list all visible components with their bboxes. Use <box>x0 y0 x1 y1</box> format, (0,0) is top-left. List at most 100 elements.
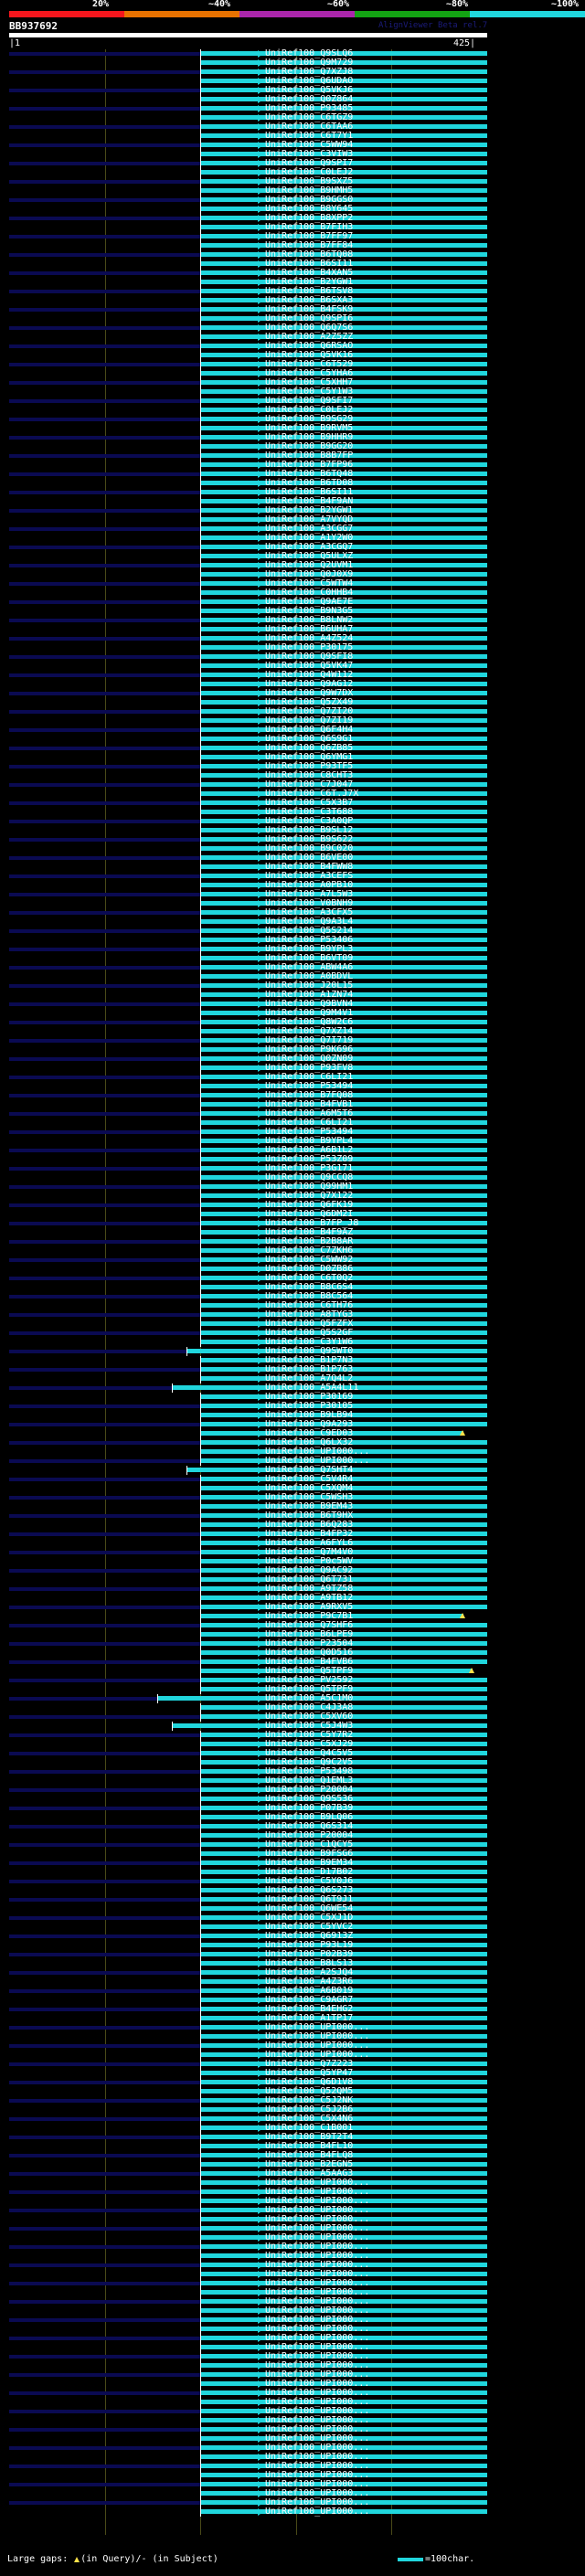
hsp-bar[interactable] <box>201 1248 487 1253</box>
hit-label[interactable]: UniRef100_UPI000... <box>265 2296 370 2306</box>
hit-label[interactable]: UniRef100_B6T9HX <box>265 1511 354 1521</box>
hsp-bar[interactable] <box>201 124 487 129</box>
hsp-bar[interactable] <box>201 1961 487 1966</box>
hit-row[interactable]: UniRef100_B6TD08 <box>0 478 585 488</box>
hit-row[interactable]: UniRef100_P93FV8 <box>0 1063 585 1073</box>
hsp-bar[interactable] <box>201 216 487 220</box>
hit-row[interactable]: UniRef100_Q9A293 <box>0 1419 585 1429</box>
hit-row[interactable]: UniRef100_P30169 <box>0 1392 585 1402</box>
hsp-bar[interactable] <box>201 2400 487 2404</box>
hit-label[interactable]: UniRef100_C5Y0J6 <box>265 1876 354 1886</box>
hit-label[interactable]: UniRef100_UPI000... <box>265 2388 370 2398</box>
hit-label[interactable]: UniRef100_UPI000... <box>265 2223 370 2233</box>
hit-row[interactable]: UniRef100_Q9SPI6 <box>0 313 585 323</box>
hit-label[interactable]: UniRef100_UPI000... <box>265 2369 370 2380</box>
hsp-bar[interactable] <box>201 874 487 878</box>
hit-row[interactable]: UniRef100_UPI000... <box>0 2251 585 2261</box>
hsp-bar[interactable] <box>201 864 487 869</box>
hit-row[interactable]: UniRef100_A2Z5ZZ <box>0 332 585 342</box>
hsp-bar[interactable] <box>201 1093 487 1097</box>
hit-row[interactable]: UniRef100_A3CGG7 <box>0 524 585 534</box>
hit-label[interactable]: UniRef100_B8XPP2 <box>265 213 354 223</box>
hit-label[interactable]: UniRef100_Q7XZJ8 <box>265 67 354 77</box>
hit-label[interactable]: UniRef100_Q6S314 <box>265 1821 354 1831</box>
hit-label[interactable]: UniRef100_B6TSV8 <box>265 286 354 296</box>
hsp-bar[interactable] <box>201 1687 487 1691</box>
hit-label[interactable]: UniRef100_UPI000... <box>265 2031 370 2041</box>
hit-label[interactable]: UniRef100_B6SI11 <box>265 487 354 497</box>
hit-row[interactable]: UniRef100_Q6DM2I <box>0 1209 585 1219</box>
hsp-bar[interactable] <box>201 1952 487 1956</box>
hit-row[interactable]: UniRef100_UPI000... <box>0 2232 585 2242</box>
hit-label[interactable]: UniRef100_A9TB12 <box>265 1593 354 1603</box>
hsp-bar[interactable] <box>201 2244 487 2249</box>
hsp-bar[interactable] <box>201 627 487 631</box>
hit-label[interactable]: UniRef100_C5Y1W3 <box>265 387 354 397</box>
hsp-bar[interactable] <box>158 1696 487 1701</box>
hit-row[interactable]: UniRef100_D0ZB86 <box>0 1264 585 1274</box>
hsp-bar[interactable] <box>201 69 487 74</box>
hit-label[interactable]: UniRef100_B4FLQ8 <box>265 2150 354 2160</box>
hit-label[interactable]: UniRef100_UPI000... <box>265 1456 370 1466</box>
hsp-bar[interactable] <box>201 2281 487 2285</box>
hit-label[interactable]: UniRef100_Q7ZI20 <box>265 706 354 716</box>
hit-label[interactable]: UniRef100_P93TF5 <box>265 761 354 771</box>
hsp-bar[interactable] <box>201 1669 473 1673</box>
hit-row[interactable]: UniRef100_B7FP96 <box>0 460 585 470</box>
hit-row[interactable]: UniRef100_P30105 <box>0 1401 585 1411</box>
hit-row[interactable]: UniRef100_B6Q283 <box>0 1520 585 1530</box>
hit-row[interactable]: UniRef100_Q6F4H4 <box>0 725 585 735</box>
hit-label[interactable]: UniRef100_UPI000... <box>265 2278 370 2288</box>
hit-row[interactable]: UniRef100_B9GG20 <box>0 441 585 451</box>
hit-label[interactable]: UniRef100_Q6F4H4 <box>265 725 354 735</box>
hit-label[interactable]: UniRef100_Q9S536 <box>265 1794 354 1804</box>
hit-row[interactable]: UniRef100_A1TP17 <box>0 2013 585 2023</box>
hit-label[interactable]: UniRef100_C9ED03 <box>265 1428 354 1438</box>
hsp-bar[interactable] <box>201 837 487 842</box>
hit-label[interactable]: UniRef100_A3CFX5 <box>265 907 354 917</box>
hit-row[interactable]: UniRef100_B2YGW1 <box>0 505 585 515</box>
hit-row[interactable]: UniRef100_UPI000... <box>0 2050 585 2060</box>
hit-row[interactable]: UniRef100_UPI000... <box>0 2369 585 2380</box>
hsp-bar[interactable] <box>201 1404 487 1408</box>
hit-row[interactable]: UniRef100_Q6S9G1 <box>0 734 585 744</box>
hsp-bar[interactable] <box>201 618 487 622</box>
hit-row[interactable]: UniRef100_Q9W7DX <box>0 688 585 698</box>
hsp-bar[interactable] <box>201 2162 487 2167</box>
hit-row[interactable]: UniRef100_D17B02 <box>0 1867 585 1877</box>
hsp-bar[interactable] <box>201 1842 487 1847</box>
hit-label[interactable]: UniRef100_Q8W2C6 <box>265 1017 354 1027</box>
hsp-bar[interactable] <box>173 1385 487 1390</box>
hsp-bar[interactable] <box>201 2052 487 2057</box>
hit-label[interactable]: UniRef100_Q9A3L4 <box>265 917 354 927</box>
hit-label[interactable]: UniRef100_Q6913Z <box>265 1931 354 1941</box>
hit-label[interactable]: UniRef100_C5X3B7 <box>265 798 354 808</box>
hit-label[interactable]: UniRef100_B9HHR9 <box>265 432 354 442</box>
hsp-bar[interactable] <box>201 2418 487 2422</box>
hit-label[interactable]: UniRef100_C6LI21 <box>265 1072 354 1082</box>
hsp-bar[interactable] <box>201 371 487 376</box>
hit-label[interactable]: UniRef100_P9C7B1 <box>265 1611 354 1621</box>
hit-row[interactable]: UniRef100_A3CGQ7 <box>0 542 585 552</box>
hsp-bar[interactable] <box>201 1577 487 1582</box>
hit-row[interactable]: UniRef100_Q6T731 <box>0 1574 585 1585</box>
hsp-bar[interactable] <box>201 1276 487 1280</box>
hit-row[interactable]: UniRef100_C5YHA6 <box>0 368 585 378</box>
hsp-bar[interactable] <box>201 2226 487 2231</box>
hsp-bar[interactable] <box>201 106 487 111</box>
hit-row[interactable]: UniRef100_P20004 <box>0 1785 585 1795</box>
hit-label[interactable]: UniRef100_Q7Z223 <box>265 2059 354 2069</box>
hsp-bar[interactable] <box>201 1340 487 1344</box>
hsp-bar[interactable] <box>201 2317 487 2322</box>
hit-label[interactable]: UniRef100_UPI000... <box>265 2324 370 2334</box>
hit-label[interactable]: UniRef100_Q6WE54 <box>265 1903 354 1913</box>
hit-label[interactable]: UniRef100_C5XJ29 <box>265 1739 354 1749</box>
hit-row[interactable]: UniRef100_C5WSH3 <box>0 1492 585 1502</box>
hsp-bar[interactable] <box>201 353 487 357</box>
hsp-bar[interactable] <box>201 1970 487 1975</box>
hit-row[interactable]: UniRef100_A9RXV5 <box>0 1602 585 1612</box>
hit-row[interactable]: UniRef100_Q9AG12 <box>0 679 585 689</box>
hit-label[interactable]: UniRef100_A3CGQ7 <box>265 542 354 552</box>
hsp-bar[interactable] <box>201 2089 487 2094</box>
hit-label[interactable]: UniRef100_B4F9AZ <box>265 1227 354 1237</box>
